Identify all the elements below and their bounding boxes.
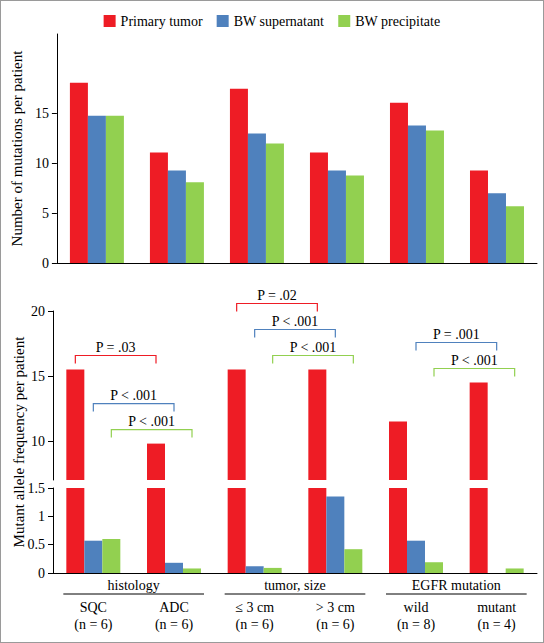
svg-text:mutant: mutant <box>477 600 516 615</box>
svg-text:P < .001: P < .001 <box>290 340 337 355</box>
svg-text:15: 15 <box>31 369 45 384</box>
svg-text:P = .001: P = .001 <box>433 327 480 342</box>
svg-text:(n = 6): (n = 6) <box>236 617 275 633</box>
svg-text:10: 10 <box>31 434 45 449</box>
svg-text:Mutant allele frequency per pa: Mutant allele frequency per patient <box>11 336 27 548</box>
svg-text:P < .001: P < .001 <box>272 314 319 329</box>
svg-text:1: 1 <box>38 509 45 524</box>
svg-text:EGFR mutation: EGFR mutation <box>412 578 501 593</box>
svg-text:wild: wild <box>404 600 429 615</box>
svg-text:0.5: 0.5 <box>28 537 46 552</box>
svg-text:Primary tumor: Primary tumor <box>121 14 203 29</box>
svg-text:Number of mutations per patien: Number of mutations per patient <box>9 50 25 247</box>
svg-text:P = .03: P = .03 <box>96 340 136 355</box>
svg-text:(n = 6): (n = 6) <box>74 617 113 633</box>
svg-text:10: 10 <box>35 156 49 171</box>
svg-text:BW supernatant: BW supernatant <box>234 14 324 29</box>
svg-text:≤ 3 cm: ≤ 3 cm <box>235 600 274 615</box>
svg-text:(n = 4): (n = 4) <box>478 617 517 633</box>
svg-text:P = .02: P = .02 <box>257 288 297 303</box>
svg-text:0: 0 <box>42 256 49 271</box>
svg-text:20: 20 <box>31 304 45 319</box>
svg-text:(n = 6): (n = 6) <box>155 617 194 633</box>
svg-text:P < .001: P < .001 <box>451 353 498 368</box>
svg-text:> 3 cm: > 3 cm <box>316 600 355 615</box>
svg-text:0: 0 <box>38 566 45 581</box>
svg-text:ADC: ADC <box>159 600 189 615</box>
svg-text:15: 15 <box>35 106 49 121</box>
svg-text:P < .001: P < .001 <box>128 414 175 429</box>
svg-text:5: 5 <box>42 206 49 221</box>
svg-text:BW precipitate: BW precipitate <box>355 14 440 29</box>
svg-text:(n = 6): (n = 6) <box>316 617 355 633</box>
svg-text:histology: histology <box>108 578 160 593</box>
svg-text:(n = 8): (n = 8) <box>397 617 436 633</box>
svg-text:tumor, size: tumor, size <box>264 578 326 593</box>
svg-text:P < .001: P < .001 <box>110 388 157 403</box>
svg-text:1.5: 1.5 <box>28 481 46 496</box>
svg-text:SQC: SQC <box>80 600 107 615</box>
